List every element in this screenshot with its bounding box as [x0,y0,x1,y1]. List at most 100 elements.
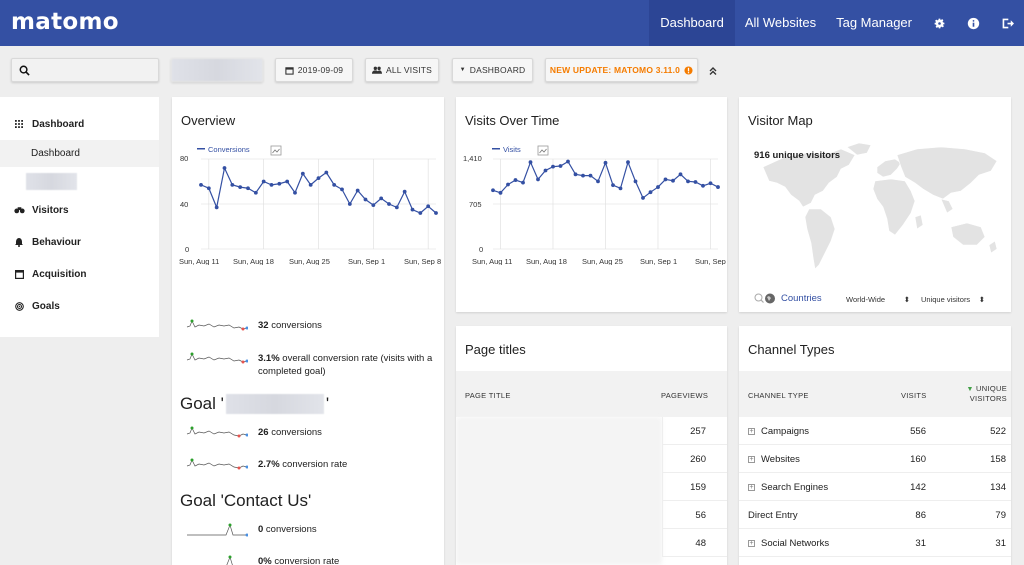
sidebar-item-goals[interactable]: Goals [0,292,159,320]
column-header-page-title[interactable]: PAGE TITLE [465,391,511,400]
legend-visits[interactable]: Visits [503,145,521,154]
sidebar-item-behaviour[interactable]: Behaviour [0,228,159,256]
logout-icon[interactable] [990,0,1024,46]
expand-icon[interactable]: + [748,540,755,547]
table-row[interactable]: 56 [662,501,727,529]
stat-label: conversion rate [271,556,340,565]
table-row[interactable]: 159 [662,473,727,501]
x-tick: Sun, Sep 8 [695,257,727,265]
stat-label: conversions [268,320,322,331]
page-titles-widget: Page titles PAGE TITLE PAGEVIEWS 257 260 1… [456,326,727,565]
search-input[interactable] [11,58,159,82]
pageviews-value: 257 [690,426,706,437]
nav-all-websites[interactable]: All Websites [744,15,817,30]
world-map[interactable] [745,137,1003,272]
metric-select[interactable]: Unique visitors ⬍ [921,295,985,304]
sidebar-item-dashboard[interactable]: Dashboard [0,110,159,138]
dashboard-menu-label: DASHBOARD [469,65,526,75]
expand-icon[interactable]: + [748,428,755,435]
matomo-logo[interactable]: matomo [11,9,119,35]
top-bar: matomo Dashboard All Websites Tag Manage… [0,0,1024,46]
data-point [269,182,274,187]
column-header-visits[interactable]: VISITS [901,391,927,400]
table-row[interactable]: 260 [662,445,727,473]
data-point [551,164,555,169]
data-point [536,177,540,182]
redacted-page-titles [456,417,662,565]
browser-icon [13,269,25,279]
x-tick: Sun, Aug 25 [289,257,330,265]
date-selector[interactable]: 2019-09-09 [275,58,353,82]
data-point [402,189,407,194]
sidebar-subitem-dashboard[interactable]: Dashboard [0,140,159,167]
unique-visitors-count: 916 unique visitors [754,150,841,161]
dashboard-menu[interactable]: ▼ DASHBOARD [452,58,533,82]
table-header: CHANNEL TYPE VISITS ▼ UNIQUE VISITORS [739,371,1011,417]
unique-visitors-value: 31 [995,538,1006,549]
visits-value: 31 [915,538,926,549]
data-point [686,179,690,184]
sidebar-item-acquisition[interactable]: Acquisition [0,260,159,288]
expand-icon[interactable]: + [748,484,755,491]
info-icon[interactable] [956,0,990,46]
stat-value: 32 [258,320,269,331]
sparkline [226,555,233,565]
sparkline [186,426,248,438]
data-point [693,180,698,184]
segment-label: ALL VISITS [385,65,433,75]
channel-name: Direct Entry [748,510,798,521]
channel-label: Campaigns [761,426,810,437]
table-row[interactable]: 48 [662,529,727,557]
select-arrows-icon: ⬍ [978,295,985,304]
sidebar-item-label: Visitors [32,204,69,216]
region-select[interactable]: World-Wide ⬍ [846,295,910,304]
data-point [641,196,645,200]
legend-conversions[interactable]: Conversions [208,145,250,154]
sidebar-item-visitors[interactable]: Visitors [0,196,159,224]
table-row[interactable]: + Websites 160 158 [739,445,1011,473]
table-row[interactable]: + Search Engines 142 134 [739,473,1011,501]
metric-select-value: Unique visitors [921,295,971,304]
unique-visitors-value: 134 [990,482,1006,493]
gear-icon[interactable] [922,0,956,46]
collapse-icon[interactable] [708,63,720,75]
site-selector[interactable] [171,58,263,82]
table-row[interactable]: Direct Entry 86 79 [739,501,1011,529]
select-arrows-icon: ⬍ [903,295,910,304]
expand-icon[interactable]: + [748,456,755,463]
data-point [371,203,376,208]
redacted-item[interactable] [26,173,77,190]
nav-tag-manager[interactable]: Tag Manager [836,15,912,30]
table-row[interactable]: 257 [662,417,727,445]
countries-link[interactable]: Countries [781,293,822,304]
column-header-unique-visitors[interactable]: ▼ UNIQUE VISITORS [957,384,1007,403]
data-point [648,190,653,195]
column-header-channel-type[interactable]: CHANNEL TYPE [748,391,809,400]
x-tick: Sun, Sep 1 [640,257,677,265]
pageviews-value: 260 [690,454,706,465]
data-point [513,178,518,182]
x-tick: Sun, Aug 11 [472,257,512,265]
data-point [596,179,600,184]
sparkline [186,352,248,364]
goal1-conversions: 26 conversions [186,426,438,440]
data-point [611,183,615,188]
update-notice[interactable]: NEW UPDATE: MATOMO 3.11.0 [545,58,698,82]
segment-selector[interactable]: ALL VISITS [365,58,439,82]
stat-label: conversion rate [279,459,348,470]
chart-image-icon[interactable] [270,145,282,156]
data-point [332,182,337,187]
nav-dashboard[interactable]: Dashboard [649,0,735,46]
table-row[interactable]: + Campaigns 556 522 [739,417,1011,445]
sort-desc-icon: ▼ [966,386,977,393]
zoom-world-icon[interactable] [754,293,776,304]
table-row[interactable]: + Social Networks 31 31 [739,529,1011,557]
channel-types-widget: Channel Types CHANNEL TYPE VISITS ▼ UNIQ… [739,326,1011,565]
column-header-pageviews[interactable]: PAGEVIEWS [661,391,709,400]
pageviews-value: 48 [695,538,706,549]
y-tick: 1,410 [463,154,482,163]
widget-title: Visits Over Time [465,113,560,128]
chart-image-icon[interactable] [537,145,549,156]
sidebar-item-label: Goals [32,300,60,312]
stat-conversion-rate: 3.1% overall conversion rate (visits wit… [186,352,438,378]
